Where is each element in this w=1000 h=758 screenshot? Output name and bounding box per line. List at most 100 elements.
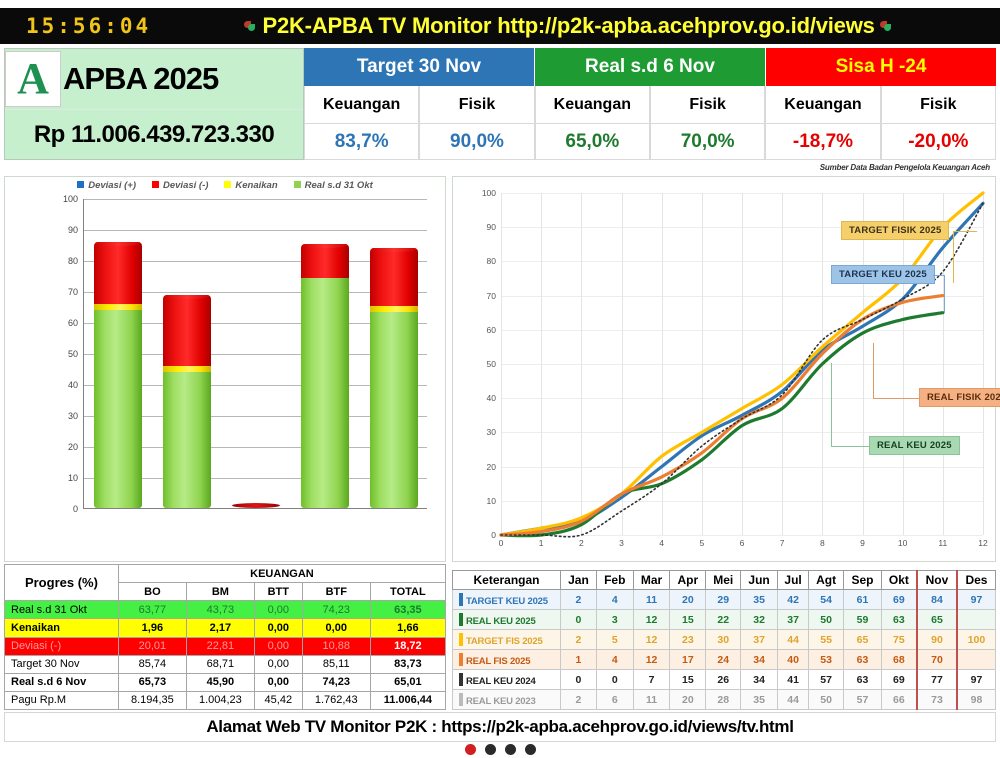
table-cell: 68,71 [185, 654, 255, 674]
bar-y-tick: 40 [67, 380, 78, 390]
table-cell: 45,90 [185, 672, 255, 692]
line-gridline [501, 535, 983, 536]
subheader-sisa-keuangan: Keuangan [765, 86, 881, 124]
table-row: REAL KEU 2025 0 3 12 15 22 32 37 50 59 63 65 [452, 609, 996, 630]
bar-segment-real [300, 277, 349, 508]
table-cell: 11 [632, 689, 671, 710]
keuangan-group-header: KEUANGAN [117, 563, 447, 584]
table-cell: 50 [808, 689, 845, 710]
carousel-dot-4[interactable] [524, 744, 536, 755]
header-value-row: 83,7% 90,0% 65,0% 70,0% -18,7% -20,0% [304, 124, 996, 160]
table-cell: 84 [915, 589, 958, 610]
bar-segment-real [163, 372, 212, 508]
legend-item-2: Kenaikan [224, 180, 278, 191]
bar-y-tick: 10 [67, 473, 78, 483]
table-cell: 1.762,43 [301, 690, 371, 711]
table-cell: 1,66 [369, 618, 447, 638]
month-header-agt: Agt [808, 570, 845, 590]
table-cell: 2,17 [185, 618, 255, 638]
table-row: Target 30 Nov 85,74 68,71 0,00 85,11 83,73 [4, 654, 447, 674]
table-cell: 57 [843, 689, 882, 710]
line-vgridline [541, 193, 543, 535]
table-cell: 12 [632, 629, 671, 650]
line-y-tick: 90 [486, 222, 496, 233]
month-header-des: Des [955, 570, 996, 590]
table-cell: 0,00 [253, 654, 303, 674]
budget-amount: Rp 11.006.439.723.330 [33, 120, 275, 148]
leaf-icon [879, 21, 893, 34]
table-cell: 0 [595, 669, 634, 690]
line-chart-plot: 0 10 20 30 40 50 60 70 80 90 100 0 1 2 3 4 5 6 7 8 9 10 11 12 TA… [482, 188, 1000, 548]
table-cell: 34 [740, 649, 778, 670]
carousel-dot-3[interactable] [504, 744, 516, 755]
table-cell: 1.004,23 [185, 690, 255, 711]
table-cell: 15 [669, 669, 707, 690]
bar-y-tick: 60 [67, 318, 78, 328]
table-cell: 65 [843, 629, 882, 650]
table-cell: 43,73 [185, 600, 255, 620]
table-cell: 40 [776, 649, 810, 670]
legend-item-1: Deviasi (-) [152, 180, 208, 191]
carousel-dot-1[interactable] [464, 744, 476, 755]
table-subheader-row: BO BM BTT BTF TOTAL [5, 582, 447, 602]
page-title: APBA 2025 [63, 61, 219, 96]
subheader-target-fisik: Fisik [419, 86, 535, 124]
bar-y-tick: 70 [67, 287, 78, 297]
table-cell: 2 [560, 629, 597, 650]
callout-target-fisik: TARGET FISIK 2025 [841, 221, 950, 240]
row-label-cell: TARGET FIS 2025 [452, 629, 561, 650]
subheader-sisa-fisik: Fisik [880, 86, 996, 124]
table-cell [955, 609, 996, 630]
legend-label: Deviasi (+) [88, 180, 136, 191]
row-label: TARGET KEU 2025 [466, 595, 548, 607]
series-color-marker-icon [459, 672, 463, 686]
table-cell: 35 [740, 689, 778, 710]
table-cell: 65,73 [117, 672, 187, 692]
callout-leader-line [933, 275, 945, 276]
column-header-bm: BM [185, 582, 255, 602]
table-header-row: Progres (%) KEUANGAN [4, 563, 447, 602]
table-row: Pagu Rp.M 8.194,35 1.004,23 45,42 1.762,43 11… [4, 690, 447, 711]
line-y-tick: 70 [486, 290, 496, 301]
month-header-keterangan: Keterangan [452, 570, 561, 590]
row-label: REAL KEU 2025 [466, 615, 536, 627]
table-cell: 22,81 [185, 636, 255, 656]
group-sisa-h-24: Sisa H -24 [766, 48, 996, 86]
line-y-tick: 100 [481, 188, 496, 198]
table-cell: 1 [560, 649, 597, 670]
line-x-tick: 8 [819, 538, 825, 548]
legend-item-0: Deviasi (+) [77, 180, 136, 191]
table-cell: 34 [740, 669, 778, 690]
bar-gridline [84, 292, 427, 293]
table-cell: 8.194,35 [117, 690, 187, 711]
table-cell: 37 [776, 609, 810, 630]
bar-y-tick: 0 [72, 504, 78, 514]
table-cell: 37 [740, 629, 778, 650]
subheader-real-fisik: Fisik [649, 86, 766, 124]
line-x-tick: 5 [699, 538, 705, 548]
legend-swatch-icon [77, 181, 85, 188]
table-cell [955, 649, 996, 670]
table-cell: 59 [843, 609, 882, 630]
row-label: REAL KEU 2023 [466, 695, 536, 707]
bar-y-tick: 20 [67, 442, 78, 452]
month-header-okt: Okt [880, 570, 918, 590]
line-series-real-keu-2024 [500, 202, 984, 538]
month-header-nov: Nov [915, 570, 958, 590]
table-cell: 0,00 [253, 618, 303, 638]
month-header-apr: Apr [669, 570, 707, 590]
carousel-dots[interactable] [0, 744, 1000, 755]
table-row: Real s.d 31 Okt 63,77 43,73 0,00 74,23 63,35 [4, 600, 447, 620]
bar-gridline [84, 199, 427, 200]
progress-table: Progres (%) KEUANGAN BO BM BTT BTF TOTAL Real s… [4, 563, 447, 711]
line-vgridline [983, 193, 984, 535]
row-label-cell: TARGET KEU 2025 [452, 589, 561, 610]
table-cell: 23 [669, 629, 707, 650]
table-cell: 10,88 [301, 636, 371, 656]
carousel-dot-2[interactable] [484, 744, 496, 755]
table-cell: 0 [560, 609, 597, 630]
bar-y-tick: 100 [62, 194, 78, 204]
line-y-tick: 30 [486, 427, 496, 438]
header-identity-block: A APBA 2025 Rp 11.006.439.723.330 [4, 48, 304, 160]
bar-gridline [84, 447, 427, 448]
